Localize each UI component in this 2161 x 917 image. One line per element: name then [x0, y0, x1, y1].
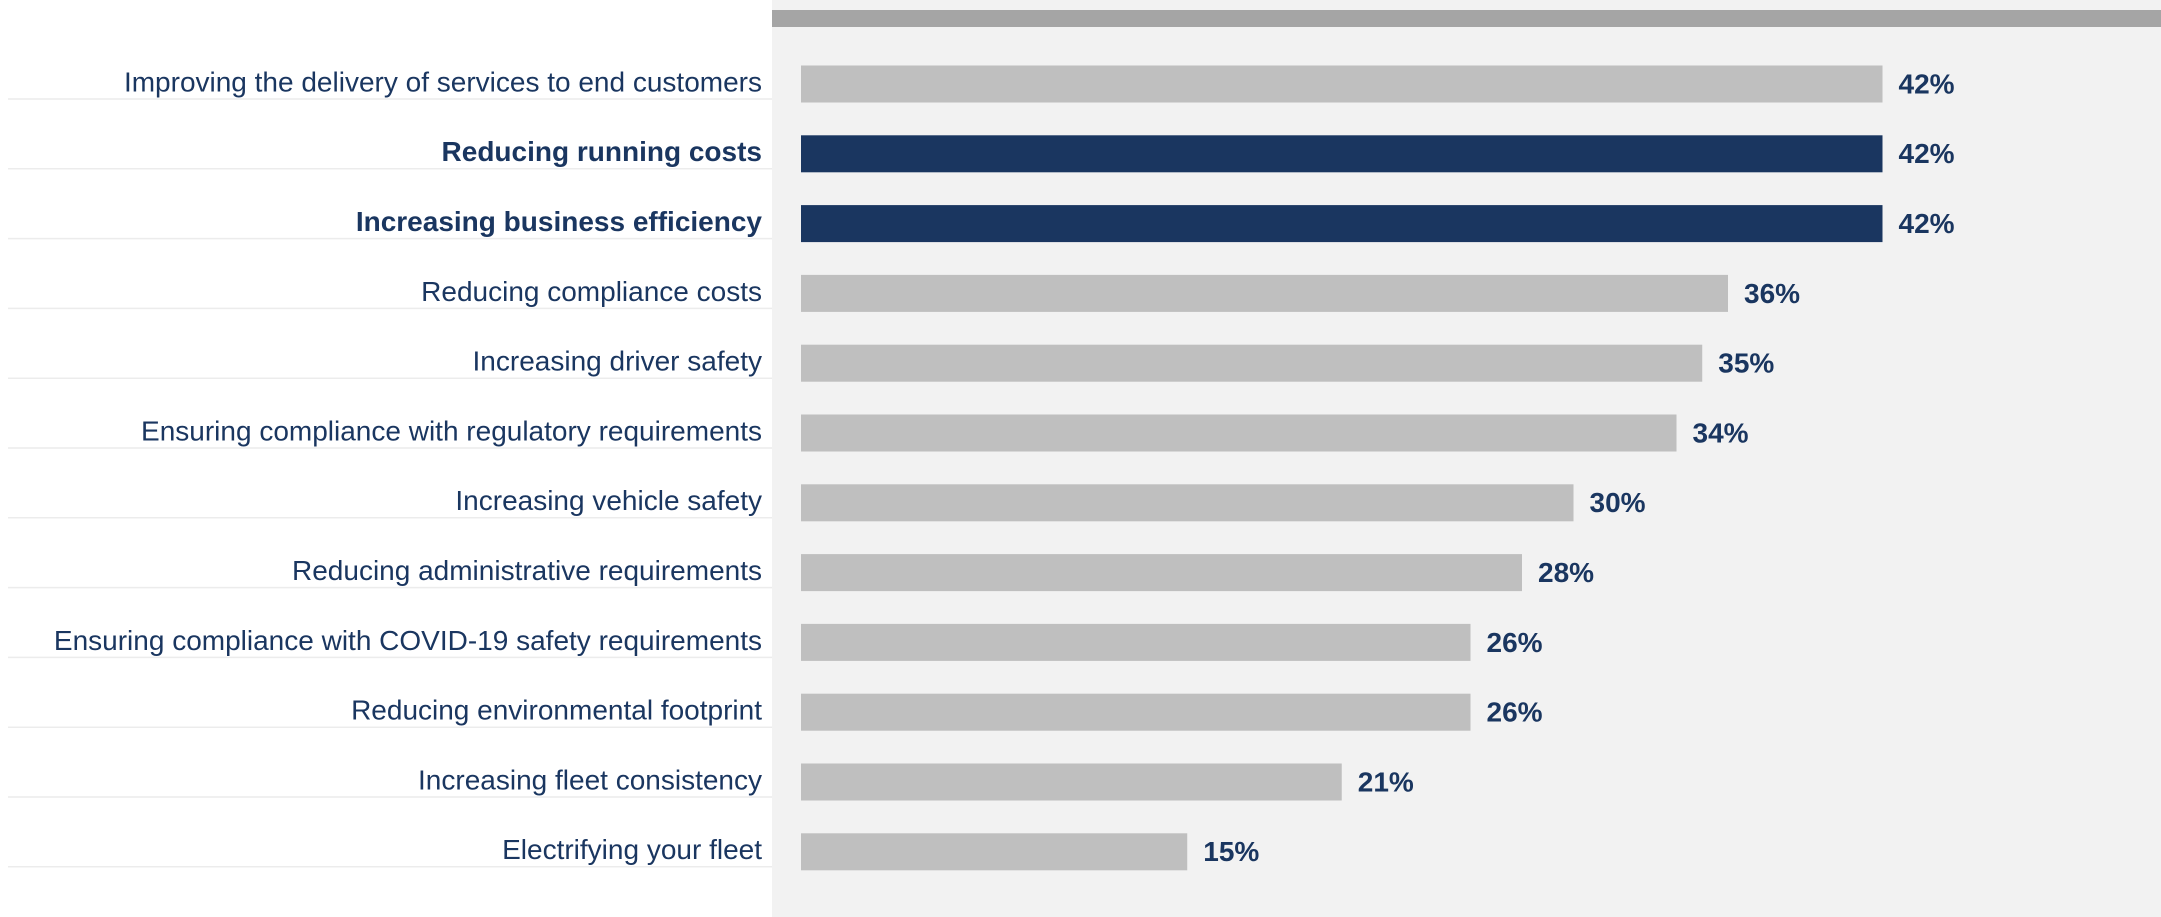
category-label: Increasing vehicle safety [455, 485, 762, 516]
category-label: Reducing compliance costs [421, 276, 762, 307]
value-label: 30% [1590, 487, 1646, 518]
value-label: 36% [1744, 278, 1800, 309]
bars [801, 65, 1883, 871]
value-label: 42% [1899, 138, 1955, 169]
bar [801, 693, 1471, 731]
value-label: 42% [1899, 208, 1955, 239]
category-label: Increasing fleet consistency [418, 764, 762, 795]
category-label: Reducing running costs [442, 136, 762, 167]
bar [801, 344, 1703, 382]
bar [801, 833, 1188, 871]
category-label: Ensuring compliance with regulatory requ… [141, 415, 762, 446]
top-band [772, 10, 2161, 27]
bar [801, 65, 1883, 103]
category-label: Improving the delivery of services to en… [124, 66, 762, 97]
category-label: Reducing administrative requirements [292, 555, 762, 586]
category-label: Electrifying your fleet [502, 834, 762, 865]
bar [801, 135, 1883, 173]
value-label: 15% [1203, 836, 1259, 867]
category-label: Increasing business efficiency [356, 206, 763, 237]
row-rules [8, 98, 772, 868]
value-label: 42% [1899, 68, 1955, 99]
value-label: 21% [1358, 766, 1414, 797]
bar [801, 484, 1574, 522]
value-label: 26% [1487, 697, 1543, 728]
value-labels: 42% 42% 42% 36% 35% 34% 30% 28% 26% 26% 21% 15% [1203, 68, 1954, 867]
value-label: 34% [1693, 417, 1749, 448]
value-label: 35% [1718, 348, 1774, 379]
bar [801, 763, 1342, 801]
bar [801, 554, 1522, 592]
category-label: Reducing environmental footprint [351, 695, 762, 726]
value-label: 28% [1538, 557, 1594, 588]
category-labels: Improving the delivery of services to en… [54, 66, 763, 865]
category-label: Ensuring compliance with COVID-19 safety… [54, 625, 762, 656]
bar [801, 274, 1728, 312]
bar [801, 205, 1883, 243]
value-label: 26% [1487, 627, 1543, 658]
bar [801, 623, 1471, 661]
bar [801, 414, 1677, 452]
category-label: Increasing driver safety [473, 346, 762, 377]
